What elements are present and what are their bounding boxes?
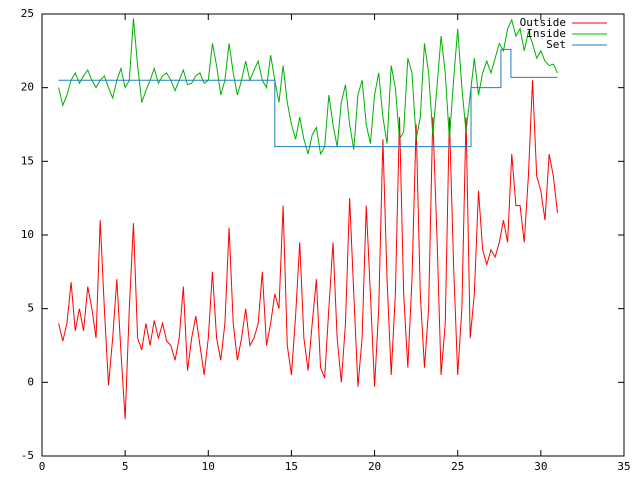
y-tick-label: 10 (21, 228, 34, 241)
x-tick-label: 0 (39, 460, 46, 473)
y-tick-label: 0 (27, 375, 34, 388)
x-tick-label: 30 (534, 460, 547, 473)
legend-label: Inside (526, 27, 566, 40)
x-tick-label: 5 (122, 460, 129, 473)
y-tick-label: 20 (21, 81, 34, 94)
y-tick-label: 25 (21, 7, 34, 20)
x-tick-label: 20 (368, 460, 381, 473)
x-tick-label: 25 (451, 460, 464, 473)
y-tick-label: 5 (27, 302, 34, 315)
x-tick-label: 35 (617, 460, 630, 473)
y-tick-label: 15 (21, 154, 34, 167)
legend-label: Set (546, 38, 566, 51)
series-line (58, 80, 558, 420)
x-tick-label: 10 (202, 460, 215, 473)
x-tick-label: 15 (285, 460, 298, 473)
legend-label: Outside (520, 16, 566, 29)
series-line (58, 48, 558, 148)
series-line (58, 18, 558, 156)
y-tick-label: -5 (21, 449, 34, 462)
